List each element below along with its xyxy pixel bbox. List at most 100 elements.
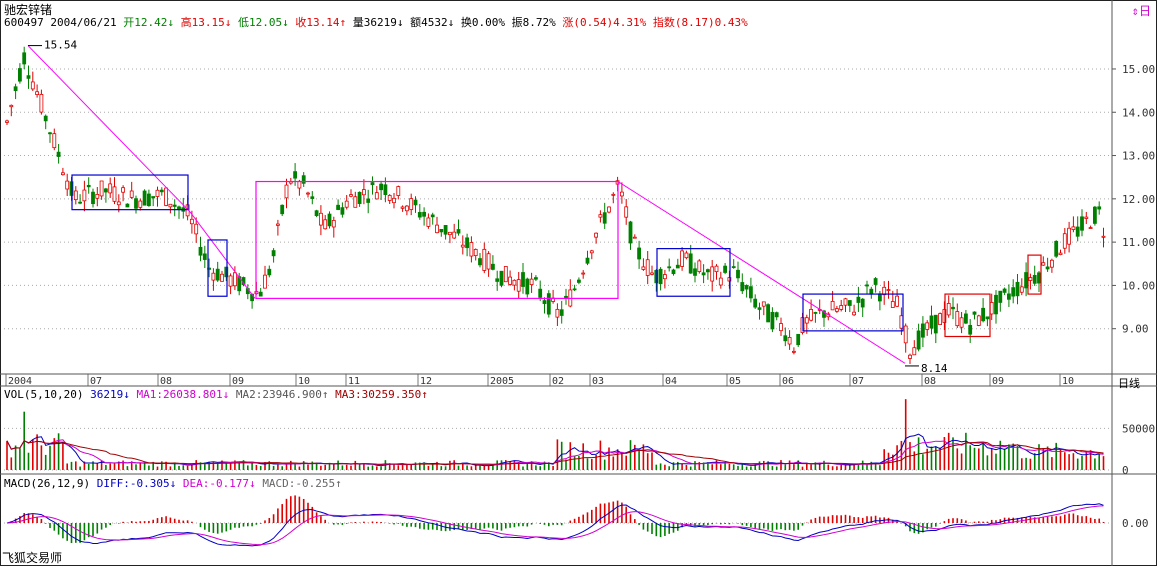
candle-body (452, 231, 457, 239)
candle-body (5, 120, 9, 123)
candle-body (706, 269, 710, 273)
candle-body (693, 268, 697, 276)
candle-body (413, 199, 418, 206)
candle-body (349, 194, 353, 197)
x-tick-label: 08 (924, 376, 936, 387)
candle-body (52, 133, 57, 149)
extreme-label: 8.14 (921, 362, 948, 375)
macd-diff-line (6, 503, 1104, 547)
candle-body (297, 180, 302, 189)
macd-macd: MACD:-0.255↑ (262, 477, 342, 490)
quote-date: 2004/06/21 (50, 16, 117, 29)
candle-body (555, 308, 560, 318)
candle-body (1080, 216, 1084, 231)
candle-body (1032, 274, 1037, 284)
index-value: 指数(8.17)0.43% (652, 16, 748, 29)
candle-body (641, 266, 646, 270)
candle-body (645, 259, 650, 276)
candle-body (985, 316, 990, 320)
candle-body (224, 266, 229, 278)
candle-body (620, 191, 624, 197)
vol-legend: VOL(5,10,20) 36219↓ MA1:26038.801↓ MA2:2… (4, 388, 428, 401)
candle-body (138, 200, 143, 208)
candle-body (671, 269, 676, 275)
candle-body (211, 272, 216, 281)
macd-legend: MACD(26,12,9) DIFF:-0.305↓ DEA:-0.177↓ M… (4, 477, 342, 490)
candle-body (650, 272, 654, 275)
candle-body (499, 270, 504, 286)
candle-body (770, 311, 775, 330)
candle-body (607, 206, 611, 213)
candle-body (215, 268, 220, 281)
candle-body (804, 317, 809, 324)
candle-body (912, 347, 917, 356)
candle-body (869, 288, 874, 295)
candle-body (478, 258, 482, 266)
x-tick-label: 2005 (490, 376, 514, 387)
candle-body (293, 171, 298, 179)
candle-body (310, 196, 315, 199)
candle-body (658, 268, 663, 285)
vol-axis-label: 0 (1122, 464, 1129, 477)
candle-body (9, 104, 14, 108)
vol-ma2: MA2:23946.900↑ (235, 388, 329, 401)
candle-body (1050, 259, 1054, 268)
consolidation-box (802, 293, 904, 332)
candle-body (843, 298, 848, 306)
candle-body (589, 250, 594, 254)
amount-value: 额4532↓ (410, 16, 455, 29)
candle-body (327, 213, 332, 227)
candle-body (220, 273, 224, 282)
candle-body (86, 184, 91, 188)
candle-body (830, 300, 835, 311)
candle-body (534, 277, 538, 280)
candle-body (13, 86, 18, 92)
x-tick-label: 02 (552, 376, 564, 387)
candle-body (929, 315, 934, 329)
candle-body (680, 250, 684, 267)
candle-body (336, 204, 341, 210)
candle-body (331, 220, 336, 228)
candle-body (460, 244, 465, 248)
candle-body (65, 180, 70, 190)
candle-body (594, 232, 598, 238)
open-price: 开12.42↓ (123, 16, 174, 29)
candle-body (1007, 293, 1011, 300)
candle-body (284, 184, 289, 199)
candle-body (82, 189, 87, 202)
candle-body (925, 322, 930, 330)
amplitude-value: 振8.72% (511, 16, 556, 29)
zoom-day-icon[interactable]: ⇕日 (1131, 4, 1151, 18)
candle-body (873, 278, 878, 285)
period-label[interactable]: 日线 (1118, 377, 1140, 390)
candle-body (723, 265, 727, 273)
low-price: 低12.05↓ (237, 16, 289, 29)
quote-info-line: 600497 2004/06/21 开12.42↓ 高13.15↓ 低12.05… (4, 14, 748, 30)
candle-body (392, 197, 396, 204)
candle-body (946, 303, 951, 316)
candle-body (598, 214, 603, 218)
candle-body (104, 188, 108, 193)
candle-body (189, 218, 194, 225)
consolidation-box (944, 293, 991, 338)
candle-body (710, 266, 715, 282)
candle-body (48, 132, 52, 135)
candle-body (35, 91, 39, 95)
candle-body (387, 195, 392, 201)
volume-value: 量36219↓ (352, 16, 404, 29)
candle-body (792, 350, 796, 353)
candle-body (628, 221, 633, 244)
candle-body (559, 309, 564, 316)
candle-body (667, 266, 672, 269)
x-tick-label: 03 (592, 376, 604, 387)
candle-body (839, 305, 844, 310)
candle-body (78, 201, 82, 204)
candle-body (663, 274, 667, 280)
candle-body (538, 288, 543, 298)
vol-ma-line (6, 433, 1104, 467)
candle-body (981, 307, 985, 322)
candle-body (353, 196, 358, 208)
candle-body (159, 189, 164, 193)
candle-body (697, 260, 702, 272)
candle-body (172, 204, 177, 207)
